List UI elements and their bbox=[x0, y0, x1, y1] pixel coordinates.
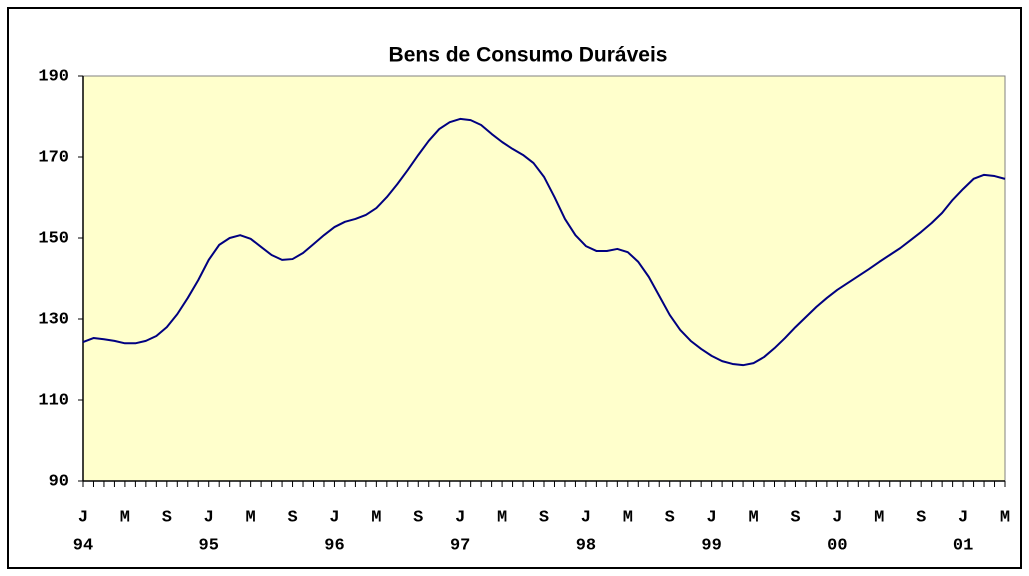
y-tick-label: 170 bbox=[38, 148, 69, 167]
x-tick-label: M bbox=[623, 508, 633, 527]
x-tick-label: M bbox=[371, 508, 381, 527]
x-tick-label: J bbox=[581, 508, 591, 527]
y-tick-label: 110 bbox=[38, 391, 69, 410]
year-label: 01 bbox=[953, 536, 973, 555]
year-label: 99 bbox=[701, 536, 721, 555]
x-tick-label: S bbox=[790, 508, 800, 527]
year-label: 95 bbox=[199, 536, 219, 555]
x-tick-label: S bbox=[539, 508, 549, 527]
year-label: 00 bbox=[827, 536, 847, 555]
x-tick-label: J bbox=[832, 508, 842, 527]
year-label: 98 bbox=[576, 536, 596, 555]
x-tick-label: S bbox=[916, 508, 926, 527]
line-series bbox=[82, 117, 1006, 367]
y-tick-label: 130 bbox=[38, 310, 69, 329]
y-tick-label: 150 bbox=[38, 229, 69, 248]
x-tick-label: J bbox=[958, 508, 968, 527]
y-tick-label: 190 bbox=[38, 67, 69, 86]
x-tick-label: J bbox=[78, 508, 88, 527]
x-tick-label: M bbox=[748, 508, 758, 527]
x-tick-label: J bbox=[204, 508, 214, 527]
year-label: 94 bbox=[73, 536, 93, 555]
year-label: 97 bbox=[450, 536, 470, 555]
x-tick-label: S bbox=[287, 508, 297, 527]
chart-title: Bens de Consumo Duráveis bbox=[389, 44, 668, 67]
x-tick-label: S bbox=[665, 508, 675, 527]
x-tick-label: M bbox=[120, 508, 130, 527]
y-tick-label: 90 bbox=[49, 472, 69, 491]
year-label: 96 bbox=[324, 536, 344, 555]
x-tick-label: M bbox=[1000, 508, 1010, 527]
x-tick-label: S bbox=[162, 508, 172, 527]
x-tick-label: M bbox=[874, 508, 884, 527]
x-tick-label: M bbox=[497, 508, 507, 527]
x-tick-label: J bbox=[329, 508, 339, 527]
x-tick-label: S bbox=[413, 508, 423, 527]
x-tick-label: J bbox=[455, 508, 465, 527]
x-tick-label: M bbox=[246, 508, 256, 527]
x-tick-label: J bbox=[707, 508, 717, 527]
plot-area bbox=[82, 75, 1006, 482]
